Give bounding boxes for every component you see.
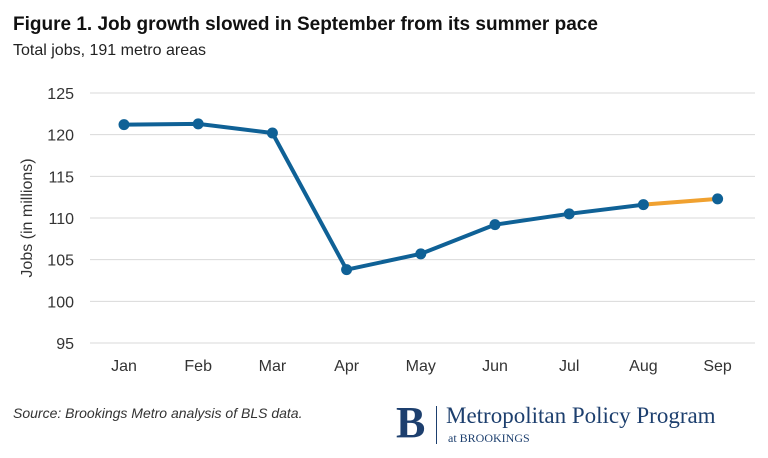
x-tick-label: May	[406, 358, 436, 375]
data-point	[712, 193, 724, 205]
data-point	[341, 264, 353, 276]
y-tick-label: 110	[48, 211, 74, 228]
x-axis-ticks: Jan Feb Mar Apr May Jun Jul Aug Sep	[111, 358, 732, 375]
x-tick-label: Jan	[111, 358, 137, 375]
y-tick-label: 115	[48, 169, 74, 186]
data-point	[415, 248, 427, 260]
series-line-highlight	[641, 196, 720, 207]
source-note: Source: Brookings Metro analysis of BLS …	[13, 405, 303, 421]
series-line-main	[122, 121, 646, 272]
gridlines	[90, 92, 755, 344]
x-tick-label: Mar	[259, 358, 287, 375]
data-point	[192, 118, 204, 130]
y-axis-ticks: 95 100 105 110 115 120 125	[47, 86, 74, 353]
y-tick-label: 120	[47, 128, 74, 145]
data-point	[118, 119, 130, 131]
x-tick-label: Jun	[482, 358, 508, 375]
data-point	[637, 199, 649, 211]
x-tick-label: Jul	[559, 358, 579, 375]
x-tick-label: Aug	[629, 358, 657, 375]
x-tick-label: Sep	[703, 358, 732, 375]
y-tick-label: 100	[47, 294, 74, 311]
data-point	[563, 208, 575, 220]
x-tick-label: Apr	[334, 358, 360, 375]
brookings-logo: B Metropolitan Policy Program at BROOKIN…	[396, 398, 756, 448]
y-tick-label: 105	[47, 253, 74, 270]
logo-subtitle: at BROOKINGS	[448, 431, 530, 445]
logo-mark: B	[396, 398, 426, 447]
chart-subtitle: Total jobs, 191 metro areas	[13, 42, 206, 59]
logo-divider	[436, 406, 437, 444]
y-axis-label: Jobs (in millions)	[19, 158, 36, 277]
chart-title: Figure 1. Job growth slowed in September…	[13, 14, 598, 35]
x-tick-label: Feb	[184, 358, 212, 375]
y-tick-label: 95	[56, 336, 74, 353]
logo-program-name: Metropolitan Policy Program	[446, 403, 716, 428]
data-point	[489, 219, 501, 231]
data-point	[266, 127, 278, 139]
series-points	[118, 118, 724, 276]
y-tick-label: 125	[47, 86, 74, 103]
series-lines	[122, 121, 720, 272]
